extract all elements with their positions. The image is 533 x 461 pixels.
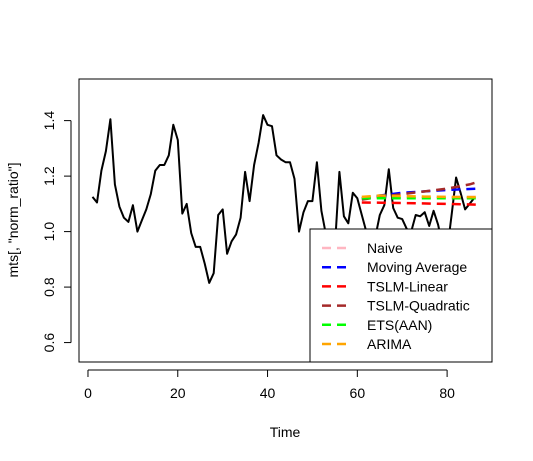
- forecast-layer: [361, 180, 479, 206]
- legend-label-4: ETS(AAN): [367, 317, 432, 333]
- x-tick-label: 60: [350, 385, 366, 401]
- forecast-line-2: [361, 201, 479, 206]
- plot-frame: [78, 78, 493, 363]
- legend-label-1: Moving Average: [367, 259, 467, 275]
- x-tick-label: 40: [260, 385, 276, 401]
- x-tick-label: 0: [84, 385, 92, 401]
- x-axis-label: Time: [270, 424, 301, 440]
- y-tick-label: 1.2: [41, 166, 57, 186]
- y-axis: 0.6 0.8 1.0 1.2 1.4: [41, 111, 72, 353]
- forecast-line-5: [361, 194, 479, 199]
- legend-label-5: ARIMA: [367, 336, 412, 352]
- x-tick-label: 20: [170, 385, 186, 401]
- y-axis-label: mts[, "norm_ratio"]: [5, 163, 21, 278]
- legend-label-2: TSLM-Linear: [367, 278, 448, 294]
- forecast-line-3: [361, 180, 479, 201]
- y-tick-label: 0.8: [41, 277, 57, 297]
- x-tick-label: 80: [439, 385, 455, 401]
- y-tick-label: 1.4: [41, 111, 57, 131]
- y-tick-label: 0.6: [41, 333, 57, 353]
- legend-label-0: Naive: [367, 240, 403, 256]
- y-tick-label: 1.0: [41, 222, 57, 242]
- legend: Naive Moving Average TSLM-Linear TSLM-Quadr…: [309, 228, 493, 363]
- x-axis: 0 20 40 60 80: [84, 369, 455, 401]
- legend-label-3: TSLM-Quadratic: [367, 298, 470, 314]
- legend-box: [309, 228, 493, 363]
